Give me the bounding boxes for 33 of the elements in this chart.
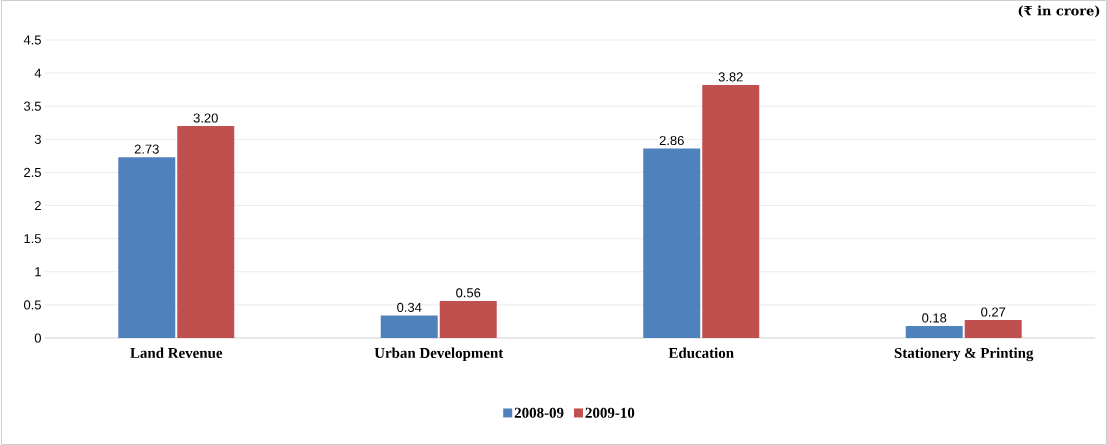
bar [905, 326, 963, 338]
legend-label: 2009-10 [585, 407, 635, 418]
text: 0.18 [922, 313, 947, 323]
y-tick-label: 4.5 [23, 35, 41, 45]
text: 2.73 [134, 144, 159, 154]
text: 0.34 [397, 302, 422, 312]
y-tick-label: 2.5 [24, 167, 41, 178]
bar [964, 320, 1022, 338]
bar [439, 300, 497, 338]
bar [177, 126, 235, 338]
y-tick-label: 3.5 [23, 101, 41, 111]
bar [380, 315, 438, 338]
text: 0.56 [456, 288, 481, 298]
y-tick-label: 0 [34, 333, 41, 343]
bar [643, 148, 701, 338]
x-tick-label: Land Revenue [130, 347, 223, 359]
text: 0.27 [981, 307, 1006, 317]
y-tick-label: 1.5 [24, 234, 41, 244]
text: 3.20 [193, 113, 218, 123]
bar [702, 85, 760, 338]
legend-label: 2008-09 [514, 407, 564, 418]
text: 3.82 [718, 72, 743, 82]
y-tick-label: 4 [34, 68, 42, 78]
x-tick-label: Stationery & Printing [894, 347, 1034, 362]
text: (₹ in crore) [1018, 5, 1100, 18]
text: 2.86 [659, 135, 684, 146]
x-tick-label: Education [668, 347, 734, 359]
y-tick-label: 2 [34, 201, 41, 211]
y-tick-label: 1 [35, 267, 41, 277]
y-tick-label: 3 [34, 134, 41, 144]
bar [118, 157, 176, 338]
x-tick-label: Urban Development [374, 347, 504, 362]
y-tick-label: 0.5 [23, 300, 41, 310]
